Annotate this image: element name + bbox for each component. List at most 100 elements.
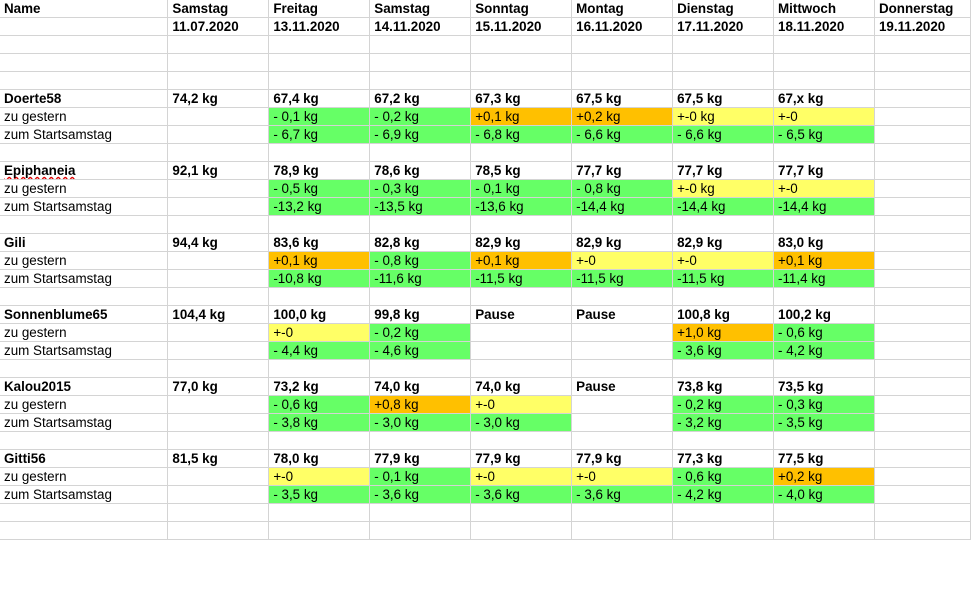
day-header-cell[interactable]: Mittwoch (773, 0, 875, 18)
empty-cell[interactable] (268, 521, 371, 540)
delta-cell[interactable]: +0,2 kg (773, 467, 875, 486)
weight-cell[interactable]: 67,4 kg (268, 89, 371, 108)
empty-cell[interactable] (268, 215, 371, 234)
empty-cell[interactable] (268, 287, 371, 306)
empty-cell[interactable] (369, 71, 472, 90)
weight-cell[interactable]: Pause (571, 305, 674, 324)
delta-cell[interactable]: +-0 kg (672, 107, 775, 126)
empty-cell[interactable] (470, 215, 573, 234)
empty-cell[interactable] (874, 215, 971, 234)
delta-cell[interactable]: -14,4 kg (672, 197, 775, 216)
empty-cell[interactable] (0, 53, 169, 72)
empty-cell[interactable] (571, 35, 674, 54)
person-name-cell[interactable]: Sonnenblume65 (0, 305, 169, 324)
delta-cell[interactable]: - 3,2 kg (672, 413, 775, 432)
weight-cell[interactable]: 77,7 kg (773, 161, 875, 180)
delta-cell[interactable]: +-0 (268, 467, 371, 486)
empty-cell[interactable] (672, 287, 775, 306)
empty-cell[interactable] (369, 35, 472, 54)
empty-cell[interactable] (773, 35, 875, 54)
delta-cell[interactable]: - 4,4 kg (268, 341, 371, 360)
delta-cell[interactable]: +-0 (268, 323, 371, 342)
empty-cell[interactable] (672, 503, 775, 522)
empty-cell[interactable] (571, 287, 674, 306)
name-header-cell[interactable]: Name (0, 0, 169, 18)
delta-cell[interactable]: -13,2 kg (268, 197, 371, 216)
delta-cell[interactable] (874, 341, 971, 360)
empty-cell[interactable] (167, 431, 270, 450)
delta-cell[interactable] (571, 413, 674, 432)
weight-cell[interactable]: 73,2 kg (268, 377, 371, 396)
empty-cell[interactable] (167, 521, 270, 540)
delta-cell[interactable]: +0,1 kg (470, 251, 573, 270)
delta-cell[interactable]: - 4,2 kg (773, 341, 875, 360)
empty-cell[interactable] (470, 71, 573, 90)
weight-cell[interactable]: 74,2 kg (167, 89, 270, 108)
empty-cell[interactable] (0, 71, 169, 90)
empty-cell[interactable] (773, 359, 875, 378)
date-header-cell[interactable]: 13.11.2020 (268, 17, 371, 36)
empty-cell[interactable] (470, 35, 573, 54)
delta-cell[interactable]: +0,8 kg (369, 395, 472, 414)
delta-cell[interactable] (874, 467, 971, 486)
weight-cell[interactable] (874, 377, 971, 396)
delta-cell[interactable]: +0,1 kg (268, 251, 371, 270)
day-header-cell[interactable]: Freitag (268, 0, 371, 18)
weight-cell[interactable]: 83,6 kg (268, 233, 371, 252)
date-header-cell[interactable]: 19.11.2020 (874, 17, 971, 36)
empty-cell[interactable] (672, 71, 775, 90)
delta-cell[interactable]: - 0,3 kg (369, 179, 472, 198)
delta-cell[interactable]: - 3,5 kg (268, 485, 371, 504)
delta-cell[interactable]: - 6,7 kg (268, 125, 371, 144)
empty-cell[interactable] (571, 503, 674, 522)
empty-cell[interactable] (268, 71, 371, 90)
empty-cell[interactable] (369, 503, 472, 522)
delta-cell[interactable] (167, 197, 270, 216)
empty-cell[interactable] (672, 53, 775, 72)
empty-cell[interactable] (470, 503, 573, 522)
empty-cell[interactable] (167, 287, 270, 306)
row-label-cell[interactable]: zum Startsamstag (0, 341, 169, 360)
person-name-cell[interactable]: Gitti56 (0, 449, 169, 468)
empty-cell[interactable] (167, 143, 270, 162)
empty-cell[interactable] (773, 287, 875, 306)
delta-cell[interactable]: -14,4 kg (773, 197, 875, 216)
delta-cell[interactable]: -13,6 kg (470, 197, 573, 216)
weight-cell[interactable]: 100,0 kg (268, 305, 371, 324)
delta-cell[interactable] (874, 269, 971, 288)
delta-cell[interactable]: - 0,1 kg (470, 179, 573, 198)
empty-cell[interactable] (874, 521, 971, 540)
delta-cell[interactable] (470, 323, 573, 342)
person-name-cell[interactable]: Kalou2015 (0, 377, 169, 396)
weight-cell[interactable] (874, 89, 971, 108)
delta-cell[interactable]: - 3,0 kg (470, 413, 573, 432)
delta-cell[interactable] (167, 179, 270, 198)
empty-cell[interactable] (0, 143, 169, 162)
delta-cell[interactable]: +-0 (571, 251, 674, 270)
delta-cell[interactable] (167, 125, 270, 144)
day-header-cell[interactable]: Sonntag (470, 0, 573, 18)
delta-cell[interactable]: - 0,2 kg (369, 323, 472, 342)
weight-cell[interactable]: 100,8 kg (672, 305, 775, 324)
delta-cell[interactable]: - 3,8 kg (268, 413, 371, 432)
weight-cell[interactable]: 67,5 kg (571, 89, 674, 108)
empty-cell[interactable] (773, 53, 875, 72)
delta-cell[interactable]: - 4,2 kg (672, 485, 775, 504)
weight-cell[interactable]: 77,0 kg (167, 377, 270, 396)
delta-cell[interactable]: -11,5 kg (571, 269, 674, 288)
empty-cell[interactable] (268, 35, 371, 54)
weight-cell[interactable]: 67,3 kg (470, 89, 573, 108)
weight-cell[interactable]: Pause (571, 377, 674, 396)
delta-cell[interactable]: +1,0 kg (672, 323, 775, 342)
empty-cell[interactable] (874, 359, 971, 378)
empty-cell[interactable] (0, 503, 169, 522)
delta-cell[interactable]: +-0 (672, 251, 775, 270)
delta-cell[interactable]: - 3,6 kg (672, 341, 775, 360)
empty-cell[interactable] (773, 521, 875, 540)
empty-cell[interactable] (773, 431, 875, 450)
weight-cell[interactable]: 82,9 kg (571, 233, 674, 252)
day-header-cell[interactable]: Dienstag (672, 0, 775, 18)
weight-cell[interactable]: 82,9 kg (672, 233, 775, 252)
delta-cell[interactable] (167, 395, 270, 414)
empty-cell[interactable] (167, 215, 270, 234)
